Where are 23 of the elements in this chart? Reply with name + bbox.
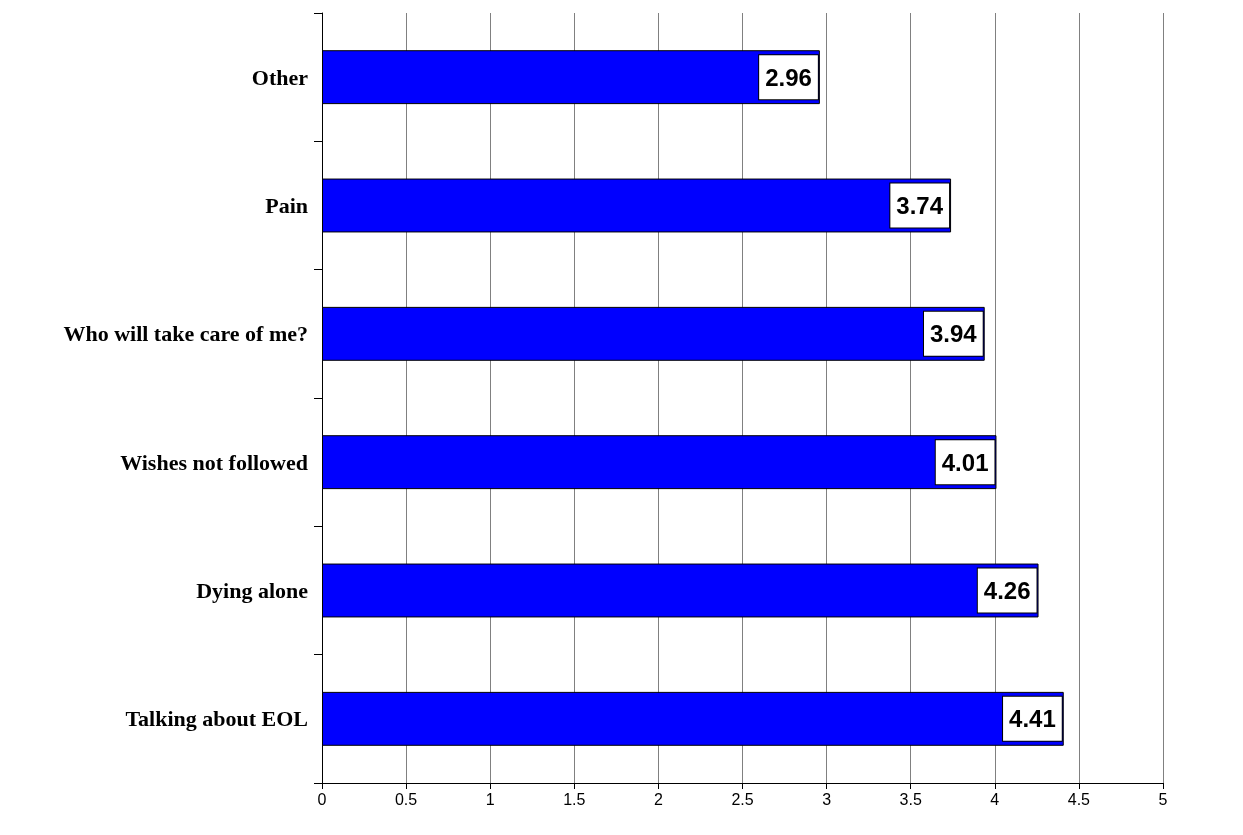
y-tick-label: Who will take care of me? [63, 321, 308, 347]
x-tick-label: 2 [653, 790, 663, 808]
y-tick-label: Wishes not followed [120, 449, 308, 475]
x-tick-label: 1.5 [563, 790, 586, 808]
y-tick-label: Dying alone [196, 578, 309, 603]
x-tick-label: 5 [1158, 790, 1168, 808]
data-label: 4.26 [983, 577, 1031, 604]
x-tick-label: 3.5 [899, 790, 922, 808]
data-label: 4.41 [1009, 705, 1056, 733]
data-label: 3.94 [929, 320, 978, 348]
y-tick-label: Other [251, 64, 309, 90]
data-label: 3.74 [896, 192, 944, 219]
x-tick-label: 1 [485, 790, 495, 808]
x-tick-label: 4.5 [1067, 790, 1091, 808]
y-tick-label: Talking about EOL [125, 706, 308, 732]
x-tick-label: 0 [317, 790, 327, 808]
x-tick-label: 0.5 [394, 790, 418, 808]
x-tick-label: 2.5 [731, 790, 754, 808]
x-tick-label: 4 [990, 790, 1000, 808]
data-label: 4.01 [941, 448, 989, 476]
x-tick-label: 3 [822, 790, 832, 808]
data-label: 2.96 [765, 63, 812, 91]
y-tick-label: Pain [265, 193, 308, 218]
